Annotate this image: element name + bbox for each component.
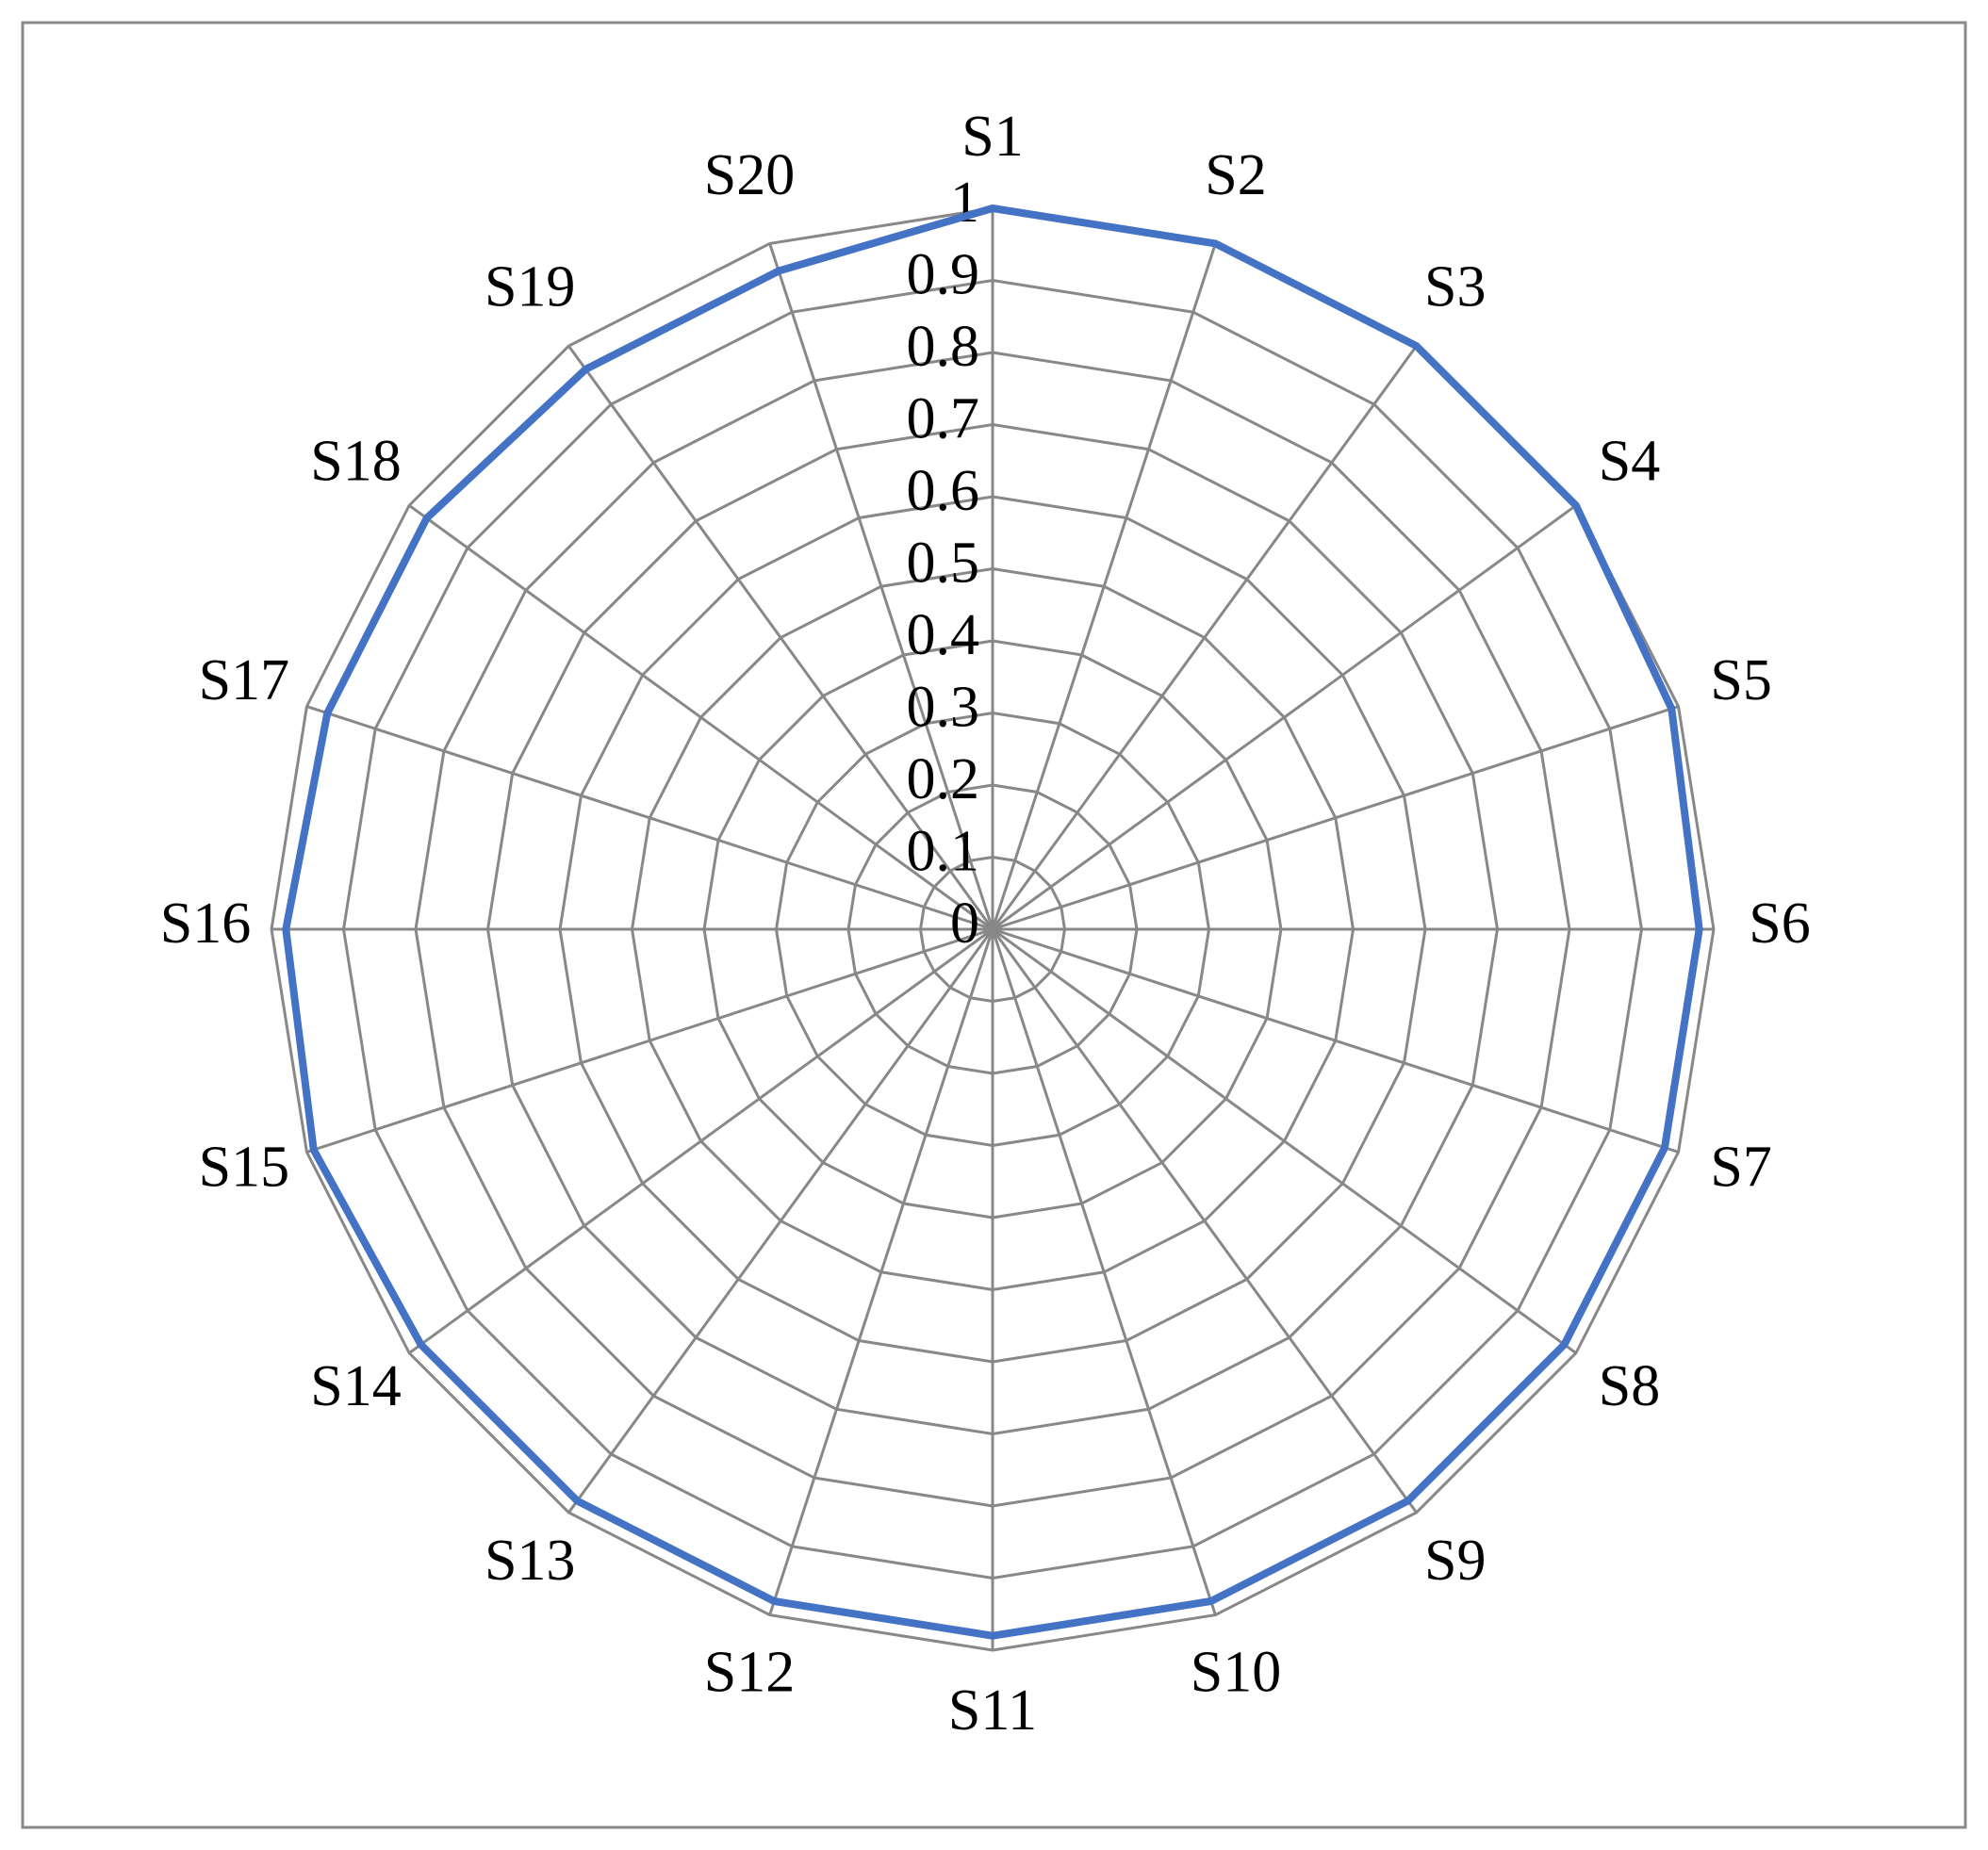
spoke bbox=[305, 927, 994, 1154]
spoke bbox=[991, 928, 1217, 1616]
category-label: S5 bbox=[1710, 648, 1771, 712]
spoke bbox=[567, 928, 994, 1514]
r-tick-label: 0.7 bbox=[907, 387, 980, 451]
category-label: S12 bbox=[704, 1640, 795, 1704]
category-label: S1 bbox=[961, 105, 1023, 169]
r-tick-label: 0.9 bbox=[907, 243, 980, 307]
category-label: S7 bbox=[1710, 1135, 1771, 1199]
category-label: S2 bbox=[1205, 143, 1266, 207]
r-tick-label: 0.3 bbox=[907, 676, 980, 740]
category-label: S17 bbox=[199, 648, 289, 712]
r-tick-label: 0.4 bbox=[907, 603, 980, 667]
r-tick-label: 0.6 bbox=[907, 459, 980, 523]
spoke bbox=[408, 927, 994, 1354]
spoke bbox=[408, 504, 994, 931]
spoke bbox=[991, 928, 1418, 1514]
category-label: S4 bbox=[1599, 429, 1660, 493]
spoke bbox=[992, 705, 1680, 931]
category-label: S14 bbox=[310, 1354, 401, 1418]
spoke bbox=[991, 345, 1418, 930]
spoke bbox=[992, 504, 1577, 931]
category-label: S8 bbox=[1599, 1354, 1660, 1418]
series-line bbox=[282, 204, 1703, 1640]
spoke bbox=[992, 927, 1680, 1154]
spoke bbox=[768, 928, 994, 1616]
category-label: S18 bbox=[310, 429, 401, 493]
category-label: S15 bbox=[199, 1135, 289, 1199]
spoke bbox=[768, 242, 994, 930]
category-label: S20 bbox=[704, 143, 795, 207]
r-tick-label: 0.1 bbox=[907, 820, 980, 884]
category-label: S11 bbox=[948, 1678, 1037, 1743]
r-tick-label: 0.5 bbox=[907, 532, 980, 596]
category-label: S19 bbox=[485, 255, 575, 319]
category-label: S9 bbox=[1424, 1529, 1486, 1593]
r-tick-label: 1 bbox=[950, 171, 979, 235]
category-label: S13 bbox=[485, 1529, 575, 1593]
r-tick-label: 0.2 bbox=[907, 747, 980, 811]
category-label: S3 bbox=[1424, 255, 1486, 319]
spoke bbox=[991, 242, 1217, 930]
r-tick-label: 0.8 bbox=[907, 315, 980, 379]
r-tick-label: 0 bbox=[950, 892, 979, 956]
spoke bbox=[567, 345, 994, 930]
category-label: S6 bbox=[1749, 892, 1810, 956]
category-label: S16 bbox=[160, 892, 251, 956]
category-label: S10 bbox=[1191, 1640, 1281, 1704]
spoke bbox=[992, 927, 1577, 1354]
spoke bbox=[305, 705, 994, 931]
